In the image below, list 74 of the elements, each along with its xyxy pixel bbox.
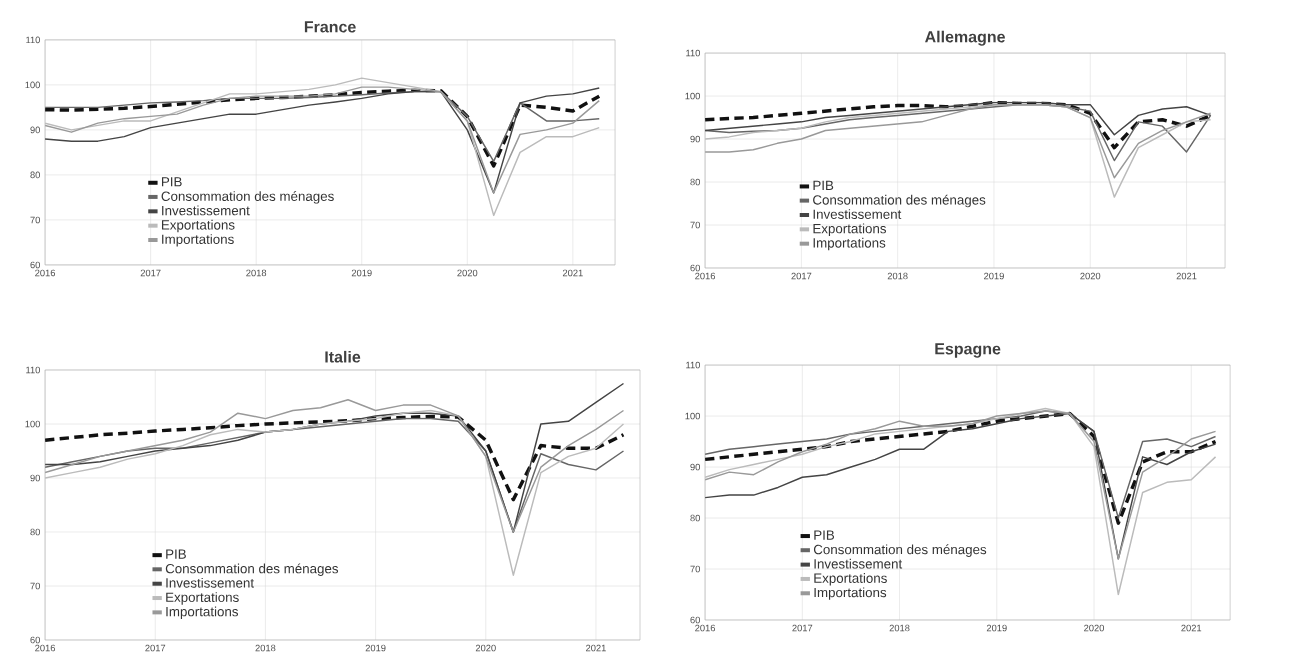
legend-label: Importations: [166, 606, 239, 619]
y-tick-label: 90: [690, 135, 700, 143]
y-tick-label: 60: [690, 616, 700, 624]
x-tick-label: 2016: [35, 644, 56, 652]
x-tick-label: 2017: [140, 269, 161, 277]
legend-label: Investissement: [162, 205, 250, 216]
line-series: [45, 414, 626, 502]
y-tick-label: 90: [30, 474, 40, 482]
x-tick-label: 2019: [984, 272, 1004, 280]
x-tick-label: 2021: [562, 269, 583, 277]
y-tick-label: 60: [690, 264, 700, 272]
y-tick-label: 90: [30, 126, 40, 134]
x-tick-label: 2018: [889, 624, 910, 632]
x-tick-label: 2021: [1176, 272, 1197, 280]
y-tick-label: 100: [25, 420, 40, 428]
legend-label: PIB: [161, 177, 182, 187]
x-tick-label: 2019: [365, 644, 386, 652]
legend-label: Exportations: [814, 573, 887, 586]
legend-label: Consommation des ménages: [161, 191, 334, 204]
x-tick-label: 2016: [695, 624, 716, 632]
y-tick-label: 110: [686, 49, 700, 57]
line-series: [45, 409, 625, 576]
legend-label: Consommation des ménages: [813, 194, 986, 208]
y-tick-label: 70: [30, 582, 40, 590]
y-tick-label: 80: [30, 171, 40, 179]
legend-label: PIB: [166, 549, 186, 559]
legend-label: Consommation des ménages: [813, 544, 987, 557]
legend-label: Importations: [814, 587, 887, 600]
y-tick-label: 110: [26, 36, 40, 44]
y-tick-label: 110: [26, 366, 40, 374]
x-tick-label: 2018: [255, 644, 276, 652]
x-tick-label: 2020: [457, 269, 478, 277]
x-tick-label: 2019: [351, 269, 372, 277]
y-tick-label: 80: [30, 528, 40, 536]
y-tick-label: 70: [30, 216, 40, 224]
x-tick-label: 2021: [586, 644, 606, 652]
y-tick-label: 70: [690, 565, 700, 573]
legend-label: PIB: [813, 180, 834, 191]
x-tick-label: 2020: [475, 644, 496, 652]
legend-label: Exportations: [813, 223, 887, 236]
chart-title: Espagne: [935, 343, 1001, 358]
x-tick-label: 2020: [1080, 272, 1101, 280]
chart-title: Italie: [325, 350, 361, 363]
x-tick-label: 2016: [695, 272, 716, 280]
legend-label: Exportations: [161, 219, 235, 233]
y-tick-label: 110: [686, 361, 700, 369]
x-tick-label: 2020: [1084, 624, 1105, 632]
legend-label: Consommation des ménages: [165, 563, 339, 576]
legend-label: Investissement: [813, 209, 902, 219]
y-tick-label: 100: [25, 81, 40, 89]
y-tick-label: 90: [690, 463, 700, 471]
chart-title: France: [304, 21, 356, 33]
legend-label: Investissement: [814, 558, 903, 569]
x-tick-label: 2017: [791, 272, 812, 280]
x-tick-label: 2018: [246, 269, 267, 277]
legend-label: Investissement: [166, 577, 254, 588]
legend-label: Exportations: [166, 592, 239, 605]
y-tick-label: 70: [690, 221, 700, 229]
y-tick-label: 100: [685, 92, 700, 100]
x-tick-label: 2017: [792, 624, 813, 632]
x-tick-label: 2018: [887, 272, 908, 280]
legend-label: Importations: [813, 237, 886, 251]
legend-label: PIB: [814, 530, 835, 540]
x-tick-label: 2019: [986, 624, 1007, 632]
x-tick-label: 2016: [35, 269, 56, 277]
x-tick-label: 2021: [1181, 624, 1202, 632]
y-tick-label: 60: [30, 636, 40, 644]
legend-label: Importations: [162, 234, 234, 247]
chart-title: Allemagne: [925, 30, 1005, 46]
y-tick-label: 100: [685, 412, 700, 420]
y-tick-label: 80: [690, 514, 700, 522]
x-tick-label: 2017: [145, 644, 166, 652]
y-tick-label: 80: [690, 178, 700, 186]
y-tick-label: 60: [30, 261, 40, 269]
